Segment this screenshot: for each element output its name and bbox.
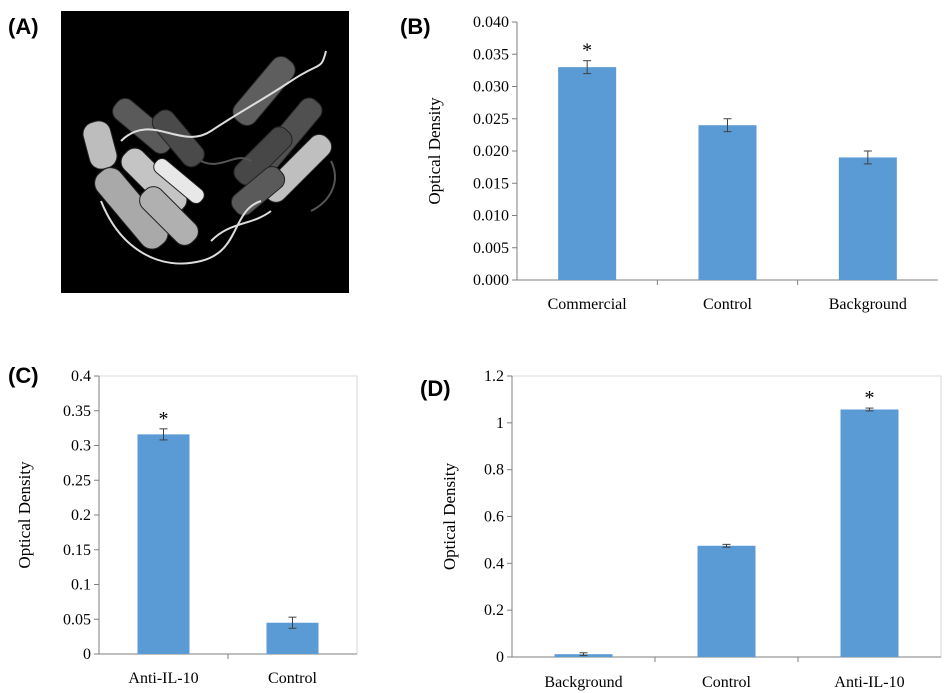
chart-c-significance-marker: * [159,408,169,430]
chart-b-y-tick-label: 0.010 [473,208,509,225]
chart-d-group: 0 0.2 0.4 0.6 0.8 1 1.2 Optical Density Backgrou… [440,368,942,691]
chart-b-y-tick-label: 0.015 [473,175,509,192]
chart-b-y-tick-label: 0.020 [473,143,509,160]
chart-d-bar [697,545,756,657]
chart-c-category-label: Anti-IL-10 [128,670,198,687]
chart-b-y-tick-label: 0.000 [473,272,509,289]
chart-c-y-tick-label: 0 [83,646,91,663]
chart-b-category-label: Control [703,296,752,313]
chart-c-y-tick-label: 0.1 [71,577,91,594]
chart-c-group: 0 0.05 0.1 0.15 0.2 0.25 0.3 0.35 0.4 Optical Den… [15,368,358,687]
chart-d-bar [840,409,899,657]
chart-c-y-tick-label: 0.05 [63,611,91,628]
protein-structure-image [61,11,349,293]
chart-d-significance-marker: * [865,387,875,409]
chart-b-y-tick-label: 0.030 [473,79,509,96]
chart-b-group: 0.000 0.005 0.010 0.015 0.020 0.025 0.030 0.035… [425,14,938,313]
chart-b-y-axis-label: Optical Density [425,97,444,205]
chart-d-y-tick-label: 0.8 [484,462,504,479]
chart-d-y-tick-label: 0.4 [484,555,504,572]
chart-d-y-tick-label: 0 [496,649,504,666]
chart-d-y-axis-label: Optical Density [440,462,459,570]
chart-b-category-label: Background [829,296,907,313]
chart-d-category-label: Anti-IL-10 [834,674,904,691]
chart-b-bar [698,125,757,280]
chart-c-bar [137,434,190,654]
chart-b-y-tick-label: 0.035 [473,46,509,63]
chart-d-y-tick-label: 0.2 [484,602,504,619]
chart-b-y-tick-label: 0.025 [473,111,509,128]
chart-b-significance-marker: * [582,40,592,62]
chart-d-y-tick-label: 1.2 [484,368,504,385]
chart-d-category-label: Background [544,674,622,691]
chart-c-y-tick-label: 0.3 [71,438,91,455]
chart-b-category-label: Commercial [548,296,628,313]
chart-c-category-label: Control [268,670,317,687]
chart-b-bar [558,67,617,281]
chart-d-category-label: Control [702,674,751,691]
chart-d-y-tick-label: 1 [496,415,504,432]
chart-b-bar [838,157,897,280]
chart-b-y-tick-label: 0.005 [473,240,509,257]
panel-d-label: (D) [420,376,451,401]
chart-b-y-tick-label: 0.040 [473,14,509,31]
chart-c-y-tick-label: 0.15 [63,542,91,559]
chart-c-y-tick-label: 0.25 [63,472,91,489]
chart-c-y-tick-label: 0.4 [71,368,91,385]
chart-c-y-axis-label: Optical Density [15,461,34,569]
panel-c-label: (C) [8,363,39,388]
panel-a-label: (A) [8,14,39,39]
panel-b-label: (B) [400,14,431,39]
chart-d-y-tick-label: 0.6 [484,509,504,526]
chart-c-y-tick-label: 0.35 [63,403,91,420]
chart-c-y-tick-label: 0.2 [71,507,91,524]
